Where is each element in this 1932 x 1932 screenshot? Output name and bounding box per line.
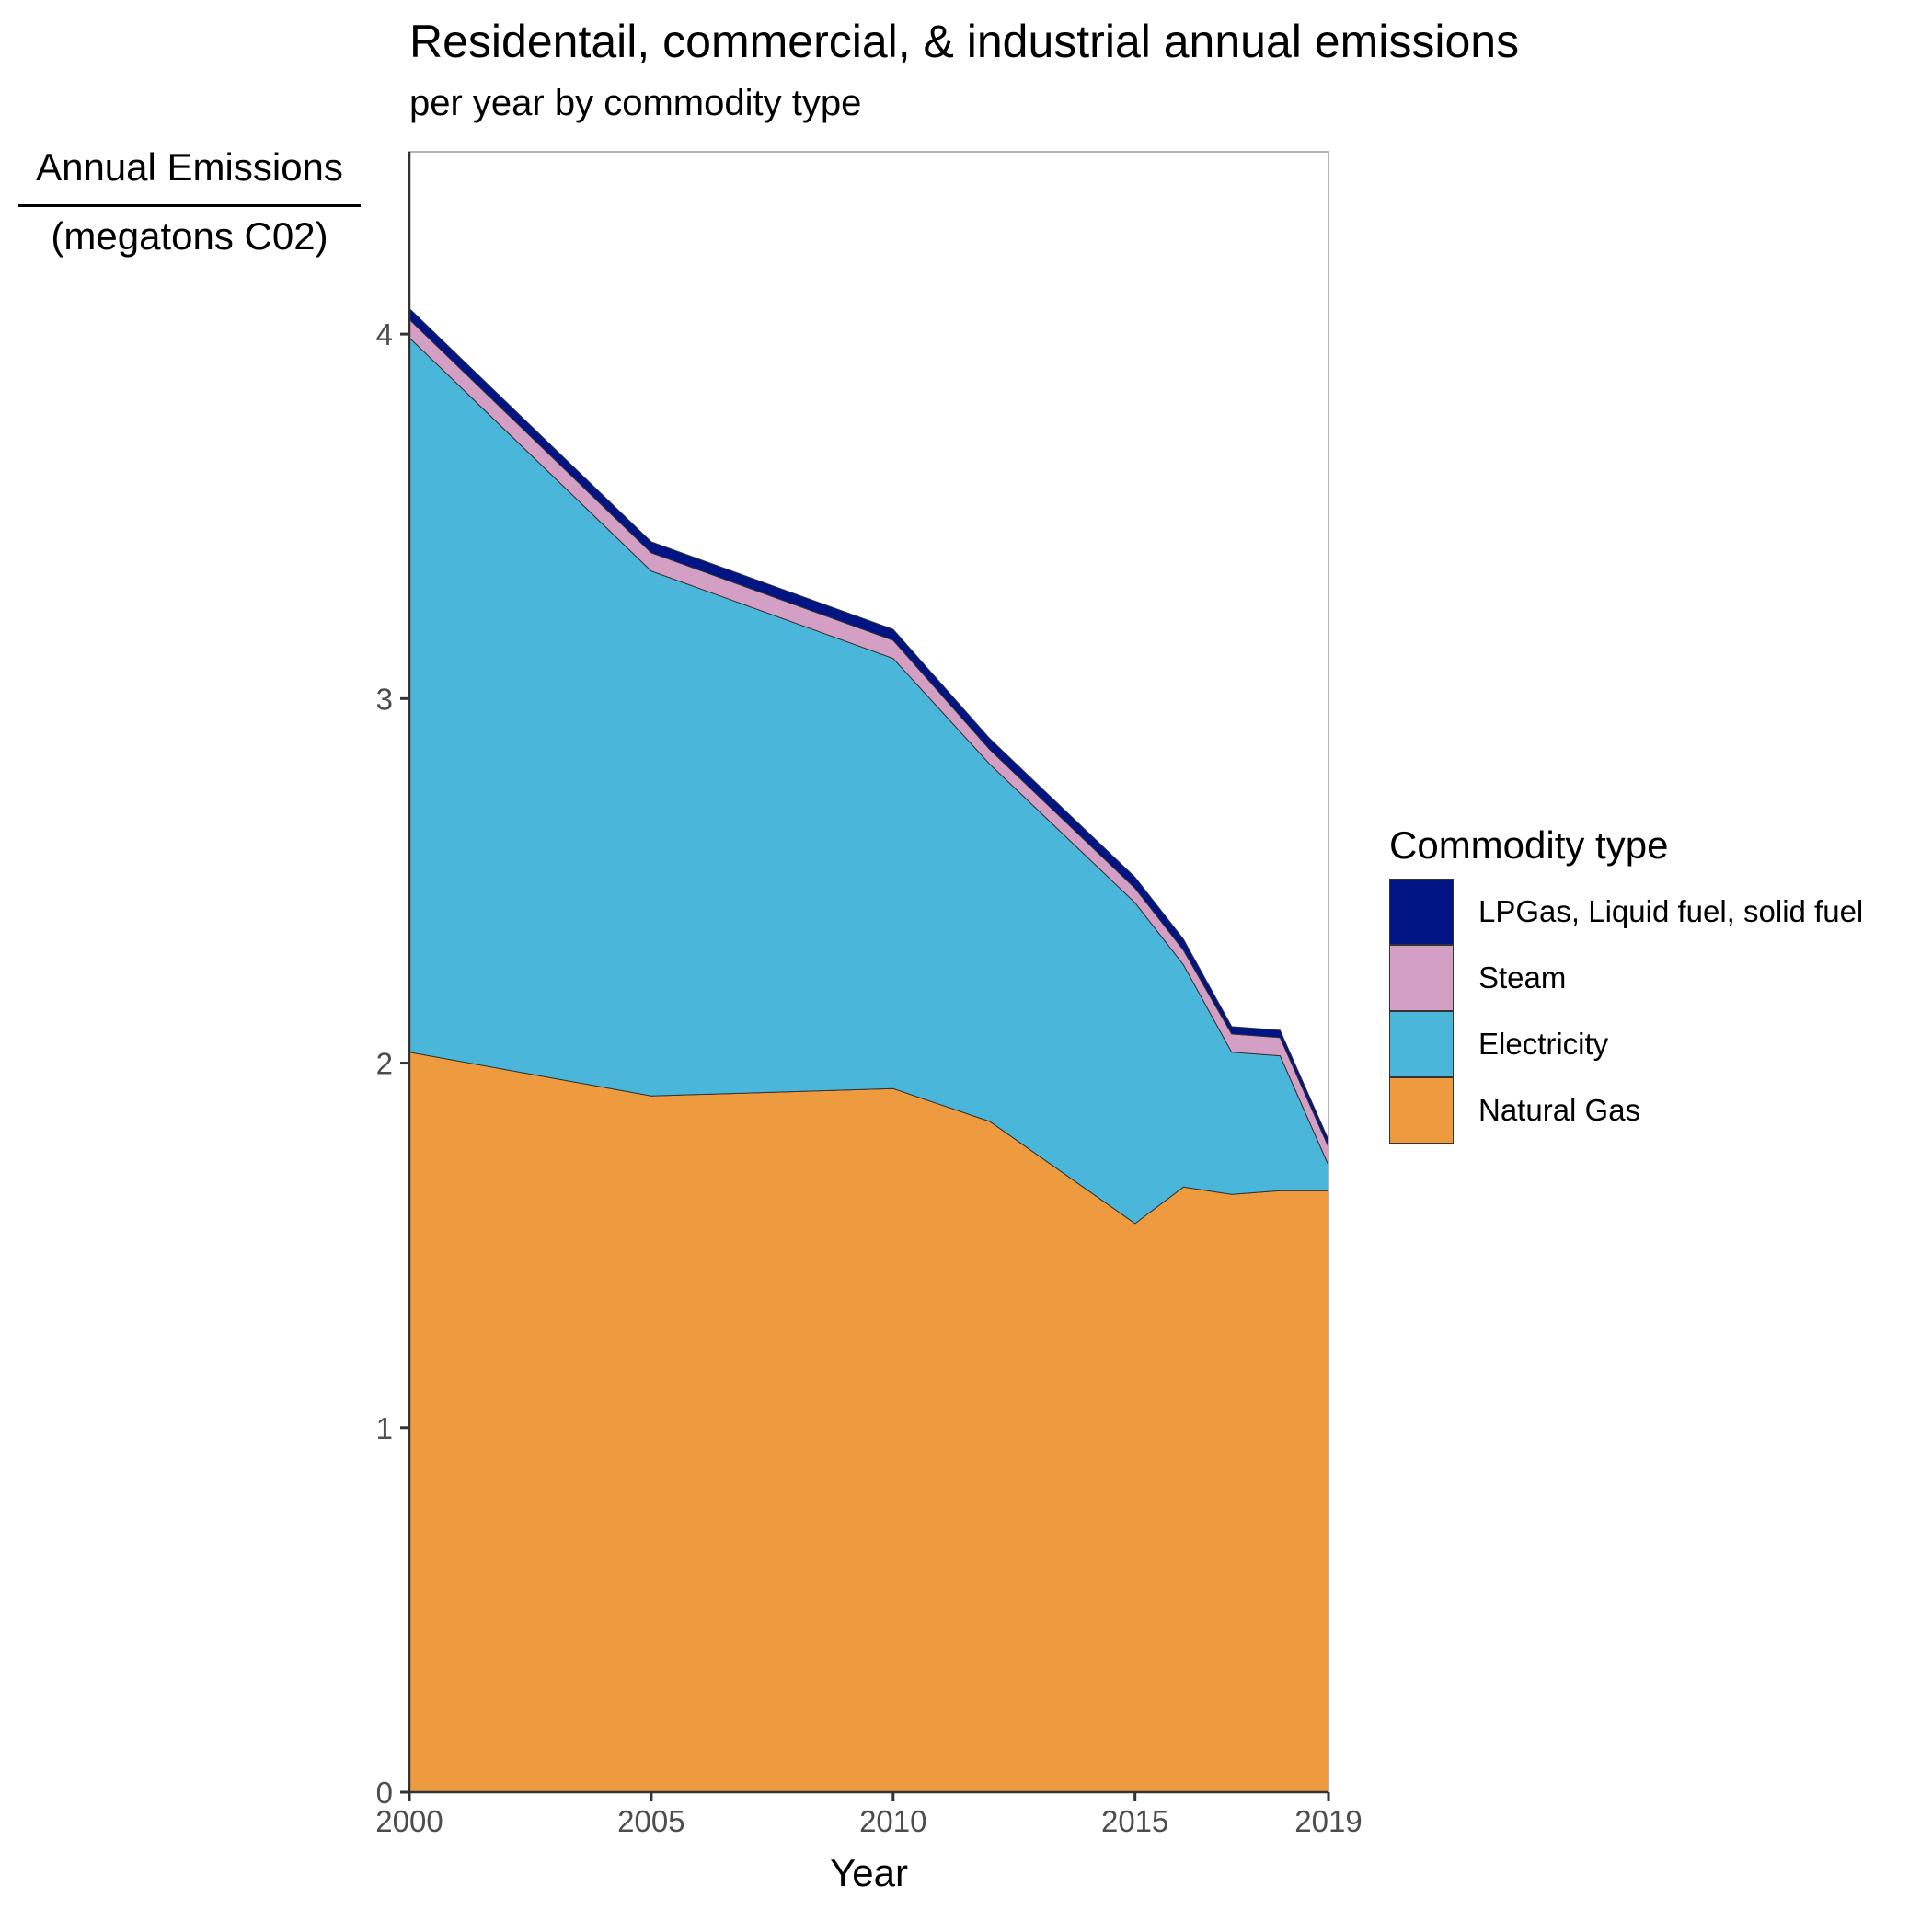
x-axis-title: Year xyxy=(830,1851,908,1894)
y-tick-label: 0 xyxy=(376,1776,393,1810)
legend-items: LPGas, Liquid fuel, solid fuel Steam Elect… xyxy=(1389,879,1863,1144)
legend-title: Commodity type xyxy=(1389,823,1669,867)
x-tick-label: 2019 xyxy=(1294,1804,1362,1838)
legend-label-natural-gas: Natural Gas xyxy=(1478,1093,1641,1127)
legend-item-steam: Steam xyxy=(1389,945,1863,1011)
chart-title: Residentail, commercial, & industrial an… xyxy=(409,16,1520,67)
chart-subtitle: per year by commodity type xyxy=(409,83,862,123)
x-tick-label: 2005 xyxy=(617,1804,684,1838)
legend-key-electricity xyxy=(1389,1011,1454,1077)
x-tick-label: 2000 xyxy=(375,1804,443,1838)
y-axis-title-bottom: (megatons C02) xyxy=(51,214,328,258)
legend-label-electricity: Electricity xyxy=(1478,1027,1609,1061)
legend-key-lpgas-liquid-fuel-solid-fuel xyxy=(1389,879,1454,945)
legend-item-lpgas-liquid-fuel-solid-fuel: LPGas, Liquid fuel, solid fuel xyxy=(1389,879,1863,945)
legend-label-lpgas-liquid-fuel-solid-fuel: LPGas, Liquid fuel, solid fuel xyxy=(1478,894,1864,928)
legend-key-steam xyxy=(1389,945,1454,1011)
area-layers xyxy=(408,307,1329,1793)
x-tick-label: 2015 xyxy=(1101,1804,1168,1838)
x-tick-label: 2010 xyxy=(859,1804,926,1838)
axes: 0 1 2 3 4 2000 2005 2010 2015 2019 xyxy=(375,152,1363,1838)
legend-item-electricity: Electricity xyxy=(1389,1011,1863,1077)
y-axis-title-top: Annual Emissions xyxy=(36,145,343,189)
legend-key-natural-gas xyxy=(1389,1077,1454,1144)
y-tick-label: 3 xyxy=(376,682,393,716)
y-axis-title-divider xyxy=(18,204,361,207)
legend-label-steam: Steam xyxy=(1478,960,1567,995)
legend: Commodity type LPGas, Liquid fuel, solid… xyxy=(1389,823,1863,1144)
y-tick-label: 1 xyxy=(376,1411,393,1445)
y-tick-label: 4 xyxy=(376,317,393,351)
legend-item-natural-gas: Natural Gas xyxy=(1389,1077,1863,1144)
y-tick-label: 2 xyxy=(376,1047,393,1081)
